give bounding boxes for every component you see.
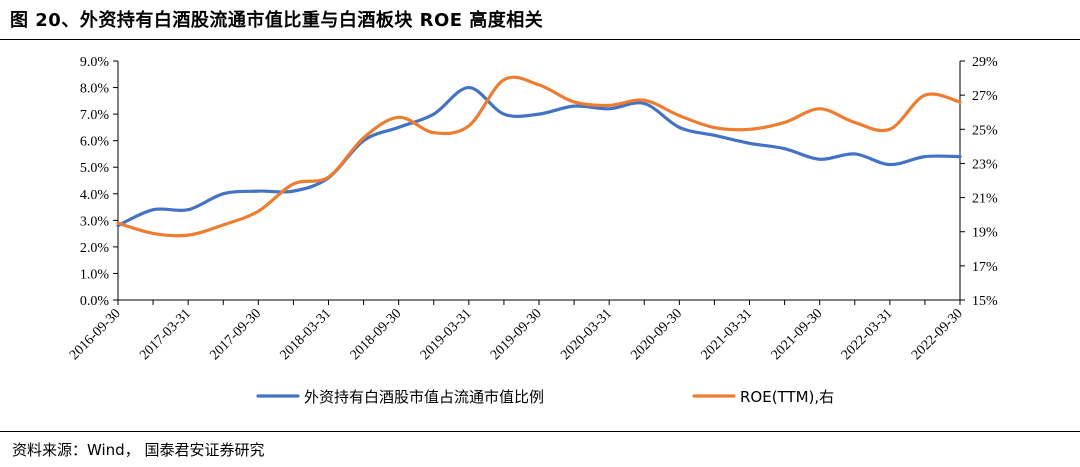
left-tick-label: 6.0% [80, 135, 110, 150]
source-note: 资料来源：Wind， 国泰君安证券研究 [12, 441, 265, 459]
right-tick-label: 25% [972, 123, 998, 138]
title-divider [0, 39, 1080, 40]
x-tick-label: 2017-03-31 [137, 306, 194, 363]
right-tick-label: 27% [972, 89, 998, 104]
x-tick-label: 2022-09-30 [909, 306, 966, 363]
x-tick-label: 2021-09-30 [769, 306, 826, 363]
left-tick-label: 9.0% [80, 55, 110, 70]
line-chart: 0.0% 1.0% 2.0% 3.0% 4.0% 5.0% 6.0% 7.0% 8.0% 9.0%… [67, 55, 998, 406]
legend-label: 外资持有白酒股市值占流通市值比例 [304, 388, 544, 406]
left-tick-label: 8.0% [80, 82, 110, 97]
x-tick-label: 2020-03-31 [558, 306, 615, 363]
x-tick-label: 2019-03-31 [418, 306, 475, 363]
right-tick-label: 29% [972, 55, 998, 70]
x-tick-label: 2021-03-31 [699, 306, 756, 363]
right-tick-label: 23% [972, 157, 998, 172]
series-line-roe [116, 75, 962, 238]
x-tick-label: 2019-09-30 [488, 306, 545, 363]
right-tick-label: 21% [972, 192, 998, 207]
left-tick-label: 1.0% [80, 267, 110, 282]
right-tick-label: 17% [972, 260, 998, 275]
x-tick-label: 2020-09-30 [628, 306, 685, 363]
x-tick-label: 2018-09-30 [348, 306, 405, 363]
left-tick-label: 4.0% [80, 188, 110, 203]
x-tick-label: 2022-03-31 [839, 306, 896, 363]
left-tick-label: 7.0% [80, 108, 110, 123]
source-divider [0, 431, 1080, 432]
x-tick-label: 2018-03-31 [278, 306, 335, 363]
x-tick-label: 2017-09-30 [207, 306, 264, 363]
right-tick-label: 15% [972, 294, 998, 309]
chart-title: 图 20、外资持有白酒股流通市值比重与白酒板块 ROE 高度相关 [10, 10, 544, 31]
right-tick-label: 19% [972, 226, 998, 241]
left-tick-label: 5.0% [80, 161, 110, 176]
left-tick-label: 0.0% [80, 294, 110, 309]
legend-label: ROE(TTM),右 [740, 388, 834, 406]
x-tick-label: 2016-09-30 [67, 306, 124, 363]
series-line-foreign-holding [116, 85, 962, 228]
left-tick-label: 3.0% [80, 214, 110, 229]
left-tick-label: 2.0% [80, 241, 110, 256]
